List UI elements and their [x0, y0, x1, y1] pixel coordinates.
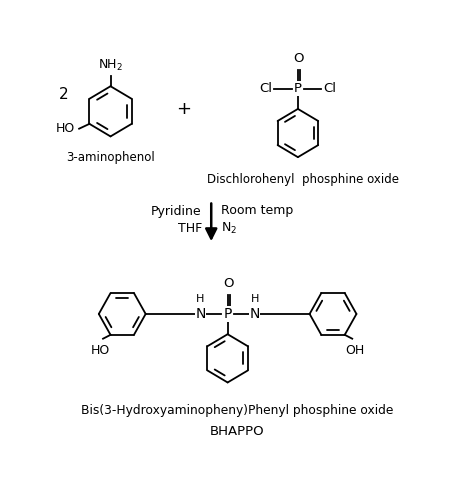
Text: Room temp
N$_2$: Room temp N$_2$ [220, 203, 293, 236]
Text: Dischlorohenyl  phosphine oxide: Dischlorohenyl phosphine oxide [207, 173, 399, 185]
Text: NH$_2$: NH$_2$ [98, 58, 123, 73]
Text: 2: 2 [59, 87, 68, 102]
Text: Bis(3-Hydroxyaminopheny)Phenyl phosphine oxide: Bis(3-Hydroxyaminopheny)Phenyl phosphine… [81, 404, 393, 417]
Text: HO: HO [56, 122, 75, 135]
Text: H: H [251, 294, 259, 305]
Text: Cl: Cl [259, 82, 272, 95]
Text: 3-aminophenol: 3-aminophenol [66, 151, 155, 164]
Text: O: O [293, 53, 304, 65]
Text: H: H [196, 294, 205, 305]
Text: OH: OH [346, 344, 365, 357]
Text: P: P [223, 307, 232, 321]
Text: Cl: Cl [324, 82, 337, 95]
Text: Pyridine
THF: Pyridine THF [151, 205, 202, 235]
Text: P: P [294, 82, 302, 95]
Text: N: N [250, 307, 260, 321]
Text: HO: HO [91, 344, 110, 357]
Text: +: + [176, 100, 191, 118]
Text: N: N [195, 307, 206, 321]
Text: O: O [223, 277, 234, 290]
Text: BHAPPO: BHAPPO [210, 425, 264, 438]
